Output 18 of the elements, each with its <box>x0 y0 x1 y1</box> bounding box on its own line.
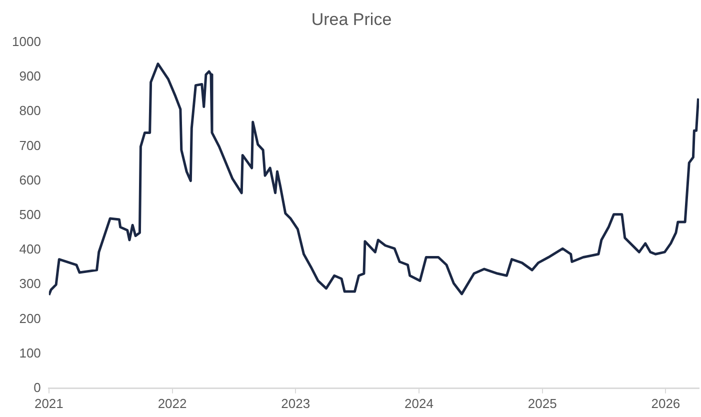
chart-title: Urea Price <box>311 10 392 29</box>
x-tick-label: 2024 <box>404 396 434 411</box>
y-tick-label: 1000 <box>12 34 41 49</box>
y-tick-label: 500 <box>19 206 41 222</box>
y-tick-label: 100 <box>19 345 41 360</box>
x-tick-label: 2021 <box>34 396 64 411</box>
y-tick-label: 300 <box>19 276 41 292</box>
x-tick-label: 2026 <box>651 396 680 411</box>
x-tick-label: 2023 <box>281 396 310 411</box>
y-tick-label: 0 <box>34 380 41 395</box>
y-tick-label: 800 <box>19 103 41 118</box>
y-tick-label: 600 <box>19 172 41 188</box>
y-tick-label: 400 <box>19 242 41 257</box>
y-tick-label: 900 <box>19 68 41 84</box>
x-tick-label: 2025 <box>528 396 557 411</box>
y-tick-label: 200 <box>19 310 41 326</box>
y-tick-label: 700 <box>19 138 41 153</box>
x-tick-label: 2022 <box>158 396 187 411</box>
